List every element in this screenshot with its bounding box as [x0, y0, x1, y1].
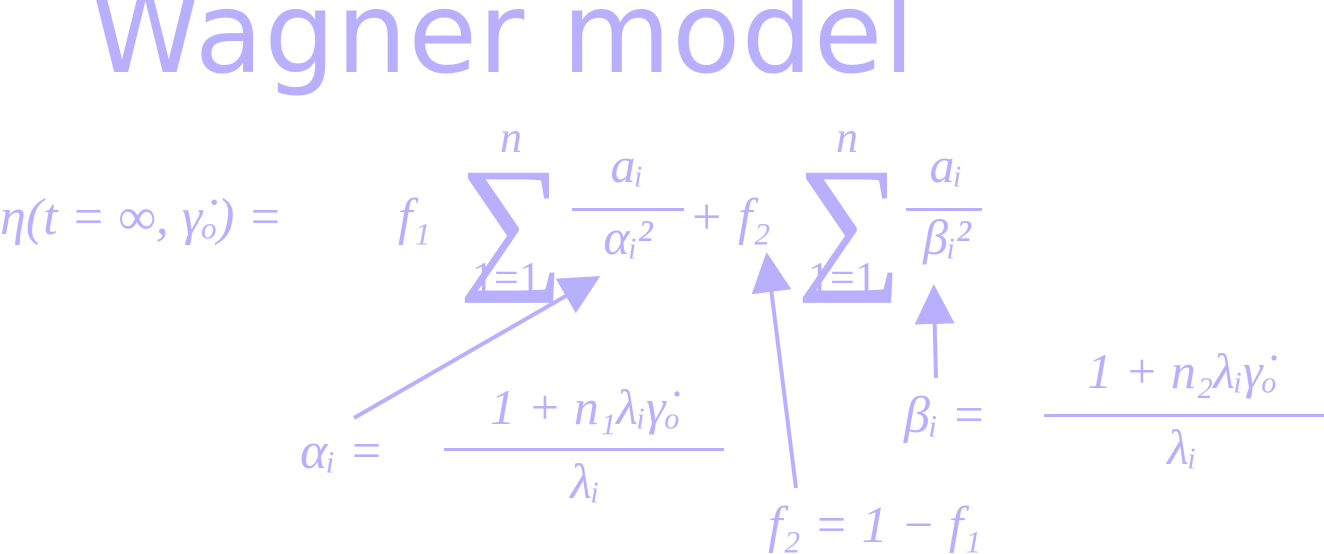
- sum1-lower-limit: 1=1: [472, 253, 541, 302]
- main-equation-lhs: η(t = ∞, γ̇ₒ) =: [0, 189, 283, 246]
- term2-denominator: βᵢ²: [923, 209, 971, 265]
- beta-def-numerator: 1 + n₂λᵢγ̇ₒ: [1087, 343, 1277, 399]
- beta-def-lhs: βᵢ =: [904, 387, 987, 444]
- main-equation-f2: f₂: [738, 189, 771, 246]
- term1-fraction-bar: [572, 208, 684, 211]
- arrow-beta-to-term2: [914, 284, 955, 379]
- main-equation-plus: +: [692, 189, 722, 246]
- arrow-f2-def-to-f2: [751, 252, 798, 489]
- alpha-def-denominator: λᵢ: [570, 453, 600, 509]
- arrow-alpha-to-term1: [353, 276, 601, 420]
- sum2-sigma: ∑: [796, 138, 903, 304]
- term2-numerator: aᵢ: [929, 137, 963, 193]
- term1-numerator: aᵢ: [610, 137, 644, 193]
- beta-def-denominator: λᵢ: [1167, 419, 1197, 475]
- sum1-upper-limit: n: [500, 113, 522, 162]
- sum1-sigma: ∑: [458, 138, 565, 304]
- main-equation-f1: f₁: [398, 189, 431, 246]
- f2-def: f₂ = 1 − f₁: [768, 497, 982, 554]
- sum2-lower-limit: 1=1: [808, 253, 877, 302]
- slide-title: Wagner model: [90, 0, 916, 99]
- alpha-def-numerator: 1 + n₁λᵢγ̇ₒ: [490, 379, 680, 435]
- term2-fraction-bar: [906, 208, 982, 211]
- alpha-def-fraction-bar: [444, 448, 724, 451]
- sum2-upper-limit: n: [836, 113, 858, 162]
- beta-def-fraction-bar: [1044, 414, 1324, 417]
- term1-denominator: αᵢ²: [603, 209, 653, 265]
- alpha-def-lhs: αᵢ =: [300, 423, 384, 480]
